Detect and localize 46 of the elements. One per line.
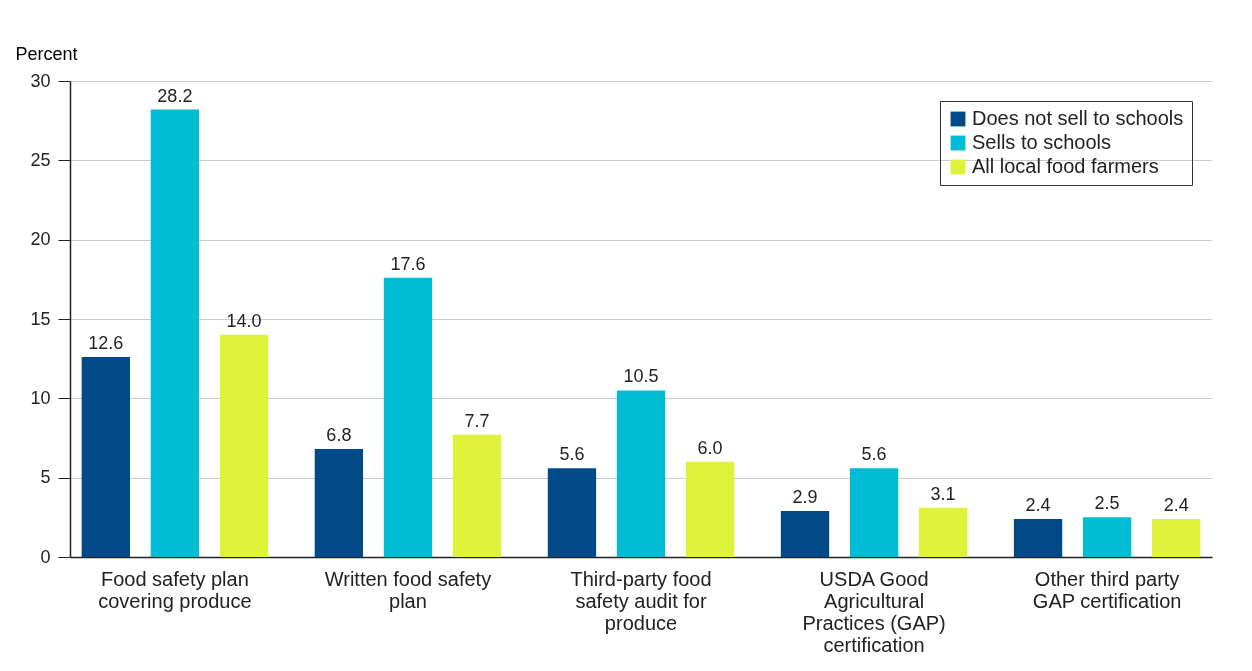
bar bbox=[616, 390, 666, 557]
y-tick-label: 10 bbox=[30, 387, 51, 408]
x-tick-label: Food safety plan covering produce bbox=[98, 567, 252, 612]
data-label: 6.8 bbox=[326, 425, 352, 446]
bar bbox=[780, 510, 830, 557]
data-label: 12.6 bbox=[88, 333, 124, 354]
data-label: 28.2 bbox=[157, 85, 193, 106]
bar bbox=[150, 109, 200, 557]
x-tick-label: Third-party food safety audit for produce bbox=[570, 567, 712, 634]
bar bbox=[383, 277, 433, 557]
y-tick-label: 20 bbox=[30, 229, 51, 250]
y-tick-label: 5 bbox=[40, 467, 51, 488]
bar bbox=[547, 468, 597, 557]
data-label: 2.9 bbox=[792, 486, 818, 507]
legend-label: All local food farmers bbox=[972, 155, 1159, 177]
bar bbox=[452, 434, 502, 557]
legend-label: Does not sell to schools bbox=[972, 107, 1184, 129]
bar bbox=[1152, 518, 1201, 557]
data-label: 2.5 bbox=[1094, 493, 1120, 514]
x-tick-label: Written food safety plan bbox=[324, 567, 492, 612]
bar bbox=[219, 334, 269, 557]
data-label: 5.6 bbox=[861, 444, 887, 465]
bar bbox=[849, 468, 899, 557]
data-label: 7.7 bbox=[464, 410, 490, 431]
bar bbox=[1082, 517, 1132, 557]
y-tick-label: 25 bbox=[30, 149, 51, 170]
y-tick-label: 30 bbox=[30, 70, 51, 91]
data-label: 2.4 bbox=[1163, 494, 1189, 515]
bar bbox=[81, 357, 130, 557]
data-label: 2.4 bbox=[1025, 494, 1051, 515]
data-label: 3.1 bbox=[930, 483, 956, 504]
data-label: 14.0 bbox=[226, 310, 262, 331]
x-tick-label: USDA Good Agricultural Practices (GAP) certification bbox=[802, 567, 946, 656]
data-label: 10.5 bbox=[623, 366, 659, 387]
data-label: 5.6 bbox=[559, 444, 585, 465]
data-label: 17.6 bbox=[390, 253, 426, 274]
y-tick-label: 0 bbox=[40, 546, 51, 567]
bar bbox=[314, 449, 364, 557]
y-tick-label: 15 bbox=[30, 308, 51, 329]
x-tick-label: Other third party GAP certification bbox=[1032, 567, 1182, 612]
data-label: 6.0 bbox=[697, 437, 723, 458]
bar bbox=[918, 507, 968, 557]
bar bbox=[1013, 518, 1063, 557]
legend-label: Sells to schools bbox=[972, 131, 1111, 153]
y-axis-title: Percent bbox=[15, 43, 78, 64]
bar bbox=[685, 461, 735, 557]
